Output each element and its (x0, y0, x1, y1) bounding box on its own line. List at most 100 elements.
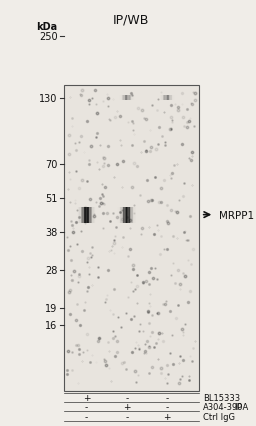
Bar (87, 207, 88, 223)
Bar (121, 207, 122, 223)
Text: kDa: kDa (36, 22, 57, 32)
Bar (160, 95, 162, 101)
Bar (123, 95, 124, 101)
Bar (84, 207, 85, 223)
Bar (90, 207, 91, 223)
Text: IP: IP (234, 402, 242, 412)
Bar (129, 207, 130, 223)
Bar (166, 95, 167, 101)
Bar (85, 207, 86, 223)
Bar (167, 95, 168, 101)
Text: -: - (166, 393, 169, 402)
Text: IP/WB: IP/WB (113, 14, 150, 27)
Bar (84, 207, 86, 223)
Text: 16: 16 (45, 320, 57, 330)
Bar (80, 207, 81, 223)
Bar (137, 207, 138, 223)
Bar (119, 207, 120, 223)
Text: A304-390A: A304-390A (203, 402, 249, 412)
Bar (170, 95, 171, 101)
Text: -: - (85, 402, 88, 412)
Text: -: - (125, 412, 129, 420)
Bar (169, 95, 170, 101)
Bar (132, 207, 133, 223)
Bar (159, 95, 161, 101)
Text: -: - (125, 393, 129, 402)
Bar (75, 207, 76, 223)
Bar (92, 207, 93, 223)
Bar (130, 95, 131, 101)
Bar (82, 207, 83, 223)
Text: +: + (163, 412, 171, 420)
Bar (120, 95, 121, 101)
Bar (125, 95, 127, 101)
Bar (125, 207, 126, 223)
Bar (83, 207, 84, 223)
Bar (163, 95, 164, 101)
Text: 51: 51 (45, 193, 57, 203)
Text: MRPP1: MRPP1 (219, 210, 254, 220)
Bar (129, 95, 131, 101)
Bar (126, 95, 127, 101)
Bar (162, 95, 163, 101)
Bar (129, 207, 130, 223)
Bar (132, 207, 133, 223)
Bar (171, 95, 173, 101)
Text: 250: 250 (39, 32, 57, 42)
Bar (124, 95, 125, 101)
Bar (116, 207, 118, 223)
Text: +: + (83, 393, 90, 402)
Bar (91, 207, 92, 223)
Bar (161, 95, 162, 101)
Bar (89, 207, 90, 223)
Bar (122, 95, 124, 101)
Bar (130, 207, 131, 223)
Bar (127, 207, 128, 223)
Bar (96, 207, 97, 223)
Text: 70: 70 (45, 159, 57, 169)
Bar (165, 95, 166, 101)
Bar (134, 207, 136, 223)
Bar (64, 86, 199, 391)
Bar (131, 95, 132, 101)
Bar (76, 207, 77, 223)
Bar (129, 95, 130, 101)
Bar (121, 95, 122, 101)
Bar (159, 95, 160, 101)
Text: 130: 130 (39, 94, 57, 104)
Bar (125, 207, 127, 223)
Bar (93, 207, 94, 223)
Text: 28: 28 (45, 265, 57, 275)
Bar (170, 95, 172, 101)
Bar (79, 207, 80, 223)
Bar (117, 207, 119, 223)
Bar (122, 207, 123, 223)
Text: Ctrl IgG: Ctrl IgG (203, 412, 235, 420)
Bar (120, 207, 121, 223)
Bar (123, 207, 124, 223)
Bar (115, 207, 116, 223)
Bar (94, 207, 95, 223)
Bar (120, 207, 121, 223)
Bar (164, 95, 165, 101)
Bar (128, 207, 129, 223)
Bar (128, 95, 129, 101)
Bar (125, 95, 126, 101)
Bar (124, 207, 125, 223)
Bar (122, 95, 123, 101)
Text: 19: 19 (45, 303, 57, 313)
Bar (123, 207, 124, 223)
Bar (88, 207, 89, 223)
Bar (131, 207, 132, 223)
Bar (133, 95, 134, 101)
Bar (172, 95, 173, 101)
Bar (174, 95, 175, 101)
Bar (167, 95, 168, 101)
Bar (86, 207, 87, 223)
Bar (93, 207, 94, 223)
Bar (135, 207, 136, 223)
Text: 38: 38 (45, 227, 57, 237)
Bar (90, 207, 92, 223)
Text: BL15333: BL15333 (203, 393, 240, 402)
Bar (76, 207, 77, 223)
